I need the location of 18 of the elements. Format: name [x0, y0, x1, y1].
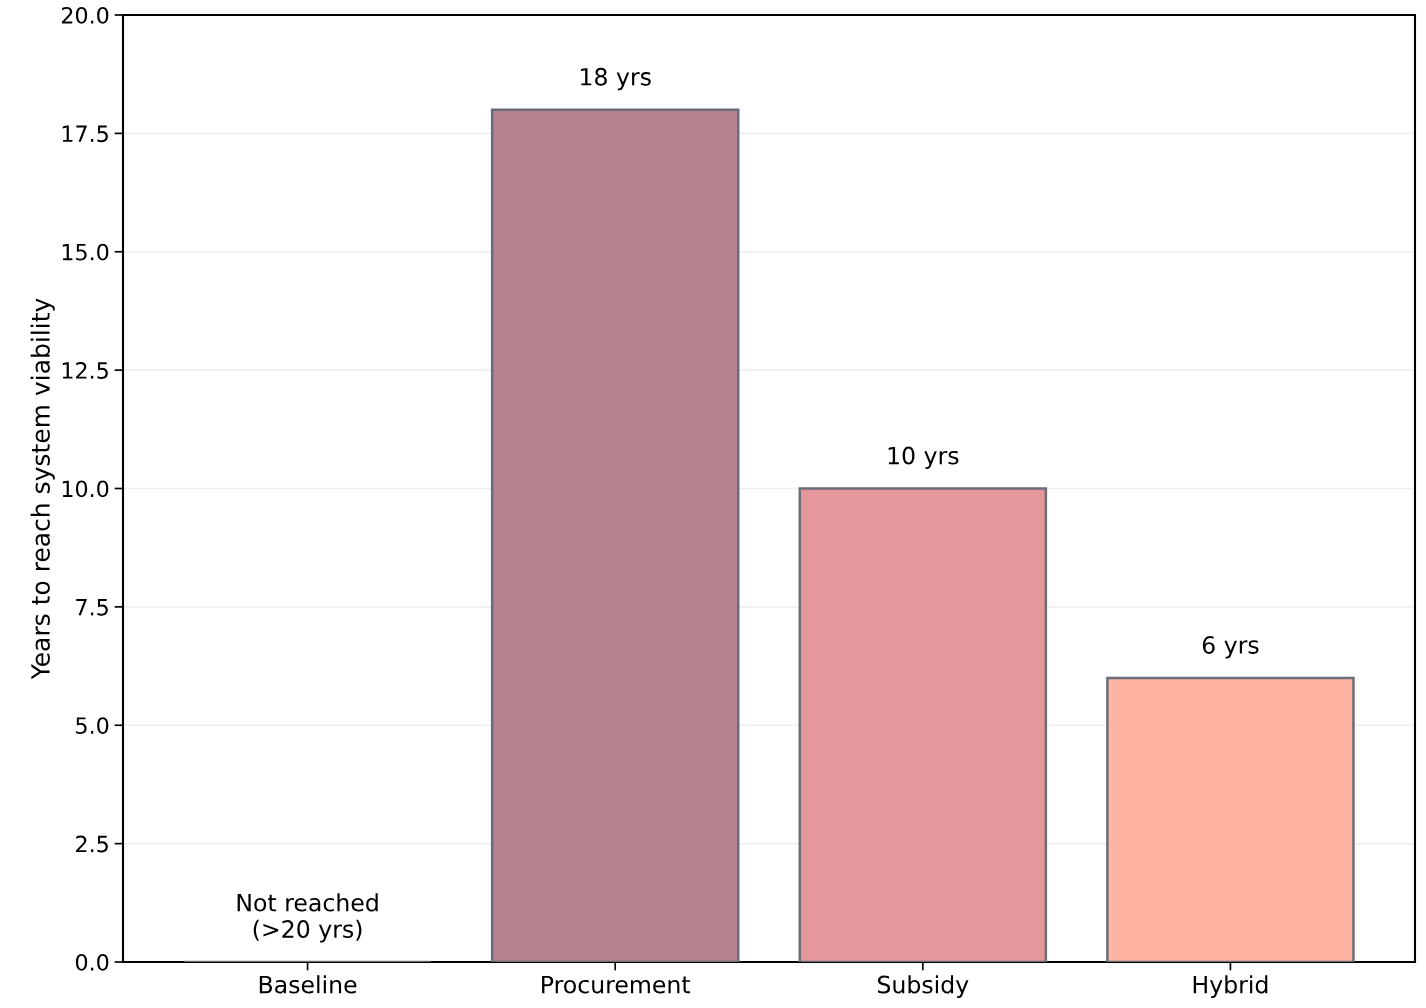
y-tick-label: 12.5: [62, 362, 108, 379]
y-tick-label: 5.0: [76, 717, 109, 735]
data-label: 10 yrs: [888, 446, 959, 470]
data-label: 6 yrs: [1202, 636, 1259, 659]
data-label: Not reached (>20 yrs): [237, 893, 378, 943]
x-tick-label: Subsidy: [877, 975, 969, 999]
data-label: 18 yrs: [581, 67, 651, 91]
y-tick-label: 17.5: [62, 125, 108, 143]
x-tick-label: Baseline: [259, 975, 357, 994]
y-tick-label: 7.5: [76, 599, 108, 616]
y-tick-label: 15.0: [62, 243, 109, 261]
y-tick-label: 20.0: [61, 6, 109, 24]
y-axis-title: Years to reach system viability: [30, 298, 55, 680]
y-tick-label: 2.5: [76, 835, 108, 853]
x-tick-label: Hybrid: [1193, 975, 1268, 999]
x-tick-label: Procurement: [542, 975, 691, 994]
y-tick-label: 10.0: [62, 480, 109, 498]
y-tick-label: 0.0: [75, 953, 109, 971]
